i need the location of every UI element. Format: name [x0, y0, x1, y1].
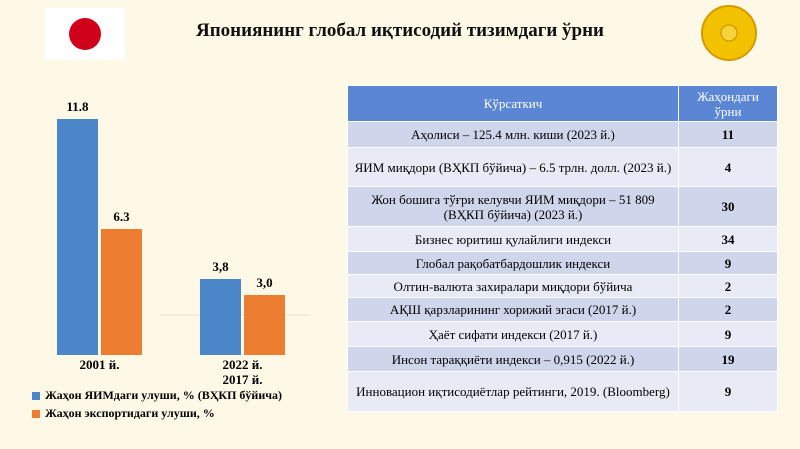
rank-cell: 2: [678, 297, 778, 322]
ranking-table: Кўрсаткич Жаҳондаги ўрни Аҳолиси – 125.4…: [347, 85, 778, 412]
rank-cell: 9: [678, 371, 778, 412]
table-row: Олтин-валюта захиралари миқдори бўйича 2: [347, 274, 778, 298]
title: Япониянинг глобал иқтисодий тизимдаги ўр…: [196, 20, 604, 41]
japan-flag: [45, 8, 125, 60]
legend-item: Жаҳон экспортидаги улуши, %: [32, 406, 215, 421]
legend-label: Жаҳон ЯИМдаги улуши, % (ВҲКП бўйича): [45, 388, 283, 402]
indicator-cell: Глобал рақобатбардошлик индекси: [347, 251, 679, 275]
value-label: 3,0: [256, 275, 272, 290]
legend-item: Жаҳон ЯИМдаги улуши, % (ВҲКП бўйича): [32, 388, 282, 403]
legend-swatch: [32, 409, 40, 418]
table-row: Инновацион иқтисодиётлар рейтинги, 2019.…: [347, 371, 778, 412]
table-row: Жон бошига тўғри келувчи ЯИМ миқдори – 5…: [347, 186, 778, 227]
indicator-cell: Инновацион иқтисодиётлар рейтинги, 2019.…: [347, 371, 679, 412]
rank-cell: 11: [678, 121, 778, 148]
table-row: Ҳаёт сифати индекси (2017 й.) 9: [347, 321, 778, 347]
indicator-cell: Аҳолиси – 125.4 млн. киши (2023 й.): [347, 121, 679, 148]
indicator-cell: Олтин-валюта захиралари миқдори бўйича: [347, 274, 679, 298]
bar: [57, 119, 98, 355]
rank-cell: 19: [678, 346, 778, 372]
table-row: Глобал рақобатбардошлик индекси 9: [347, 251, 778, 275]
value-label: 6.3: [113, 209, 130, 224]
table-row: Аҳолиси – 125.4 млн. киши (2023 й.) 11: [347, 121, 778, 148]
bar: [244, 295, 285, 355]
indicator-cell: Жон бошига тўғри келувчи ЯИМ миқдори – 5…: [347, 186, 679, 227]
table-row: ЯИМ миқдори (ВҲКП бўйича) – 6.5 трлн. до…: [347, 147, 778, 187]
header-cell: Кўрсаткич: [347, 85, 679, 122]
bar: [101, 229, 142, 355]
rank-cell: 34: [678, 226, 778, 252]
indicator-cell: Инсон тараққиёти индекси – 0,915 (2022 й…: [347, 346, 679, 372]
indicator-cell: Ҳаёт сифати индекси (2017 й.): [347, 321, 679, 347]
bar: [200, 279, 241, 355]
indicator-cell: АҚШ қарзларининг хорижий эгаси (2017 й.): [347, 297, 679, 322]
value-label: 3,8: [212, 259, 229, 274]
legend-label: Жаҳон экспортидаги улуши, %: [45, 406, 215, 420]
x-tick-label: 2001 й.: [79, 357, 120, 372]
table-row: Бизнес юритиш қулайлиги индекси 34: [347, 226, 778, 252]
x-tick-label: 2022 й. 2017 й.: [222, 357, 263, 387]
legend-swatch: [32, 391, 40, 400]
rank-cell: 4: [678, 147, 778, 187]
indicator-cell: Бизнес юритиш қулайлиги индекси: [347, 226, 679, 252]
rank-cell: 9: [678, 321, 778, 347]
rank-cell: 30: [678, 186, 778, 227]
rank-cell: 2: [678, 274, 778, 298]
table-row: Инсон тараққиёти индекси – 0,915 (2022 й…: [347, 346, 778, 372]
rank-cell: 9: [678, 251, 778, 275]
value-label: 11.8: [66, 99, 89, 114]
table-row: АҚШ қарзларининг хорижий эгаси (2017 й.)…: [347, 297, 778, 322]
bar-chart: 11.8 6.3 3,8 3,0: [57, 99, 310, 355]
emblem: [701, 5, 757, 61]
header-cell: Жаҳондаги ўрни: [678, 85, 778, 122]
indicator-cell: ЯИМ миқдори (ВҲКП бўйича) – 6.5 трлн. до…: [347, 147, 679, 187]
